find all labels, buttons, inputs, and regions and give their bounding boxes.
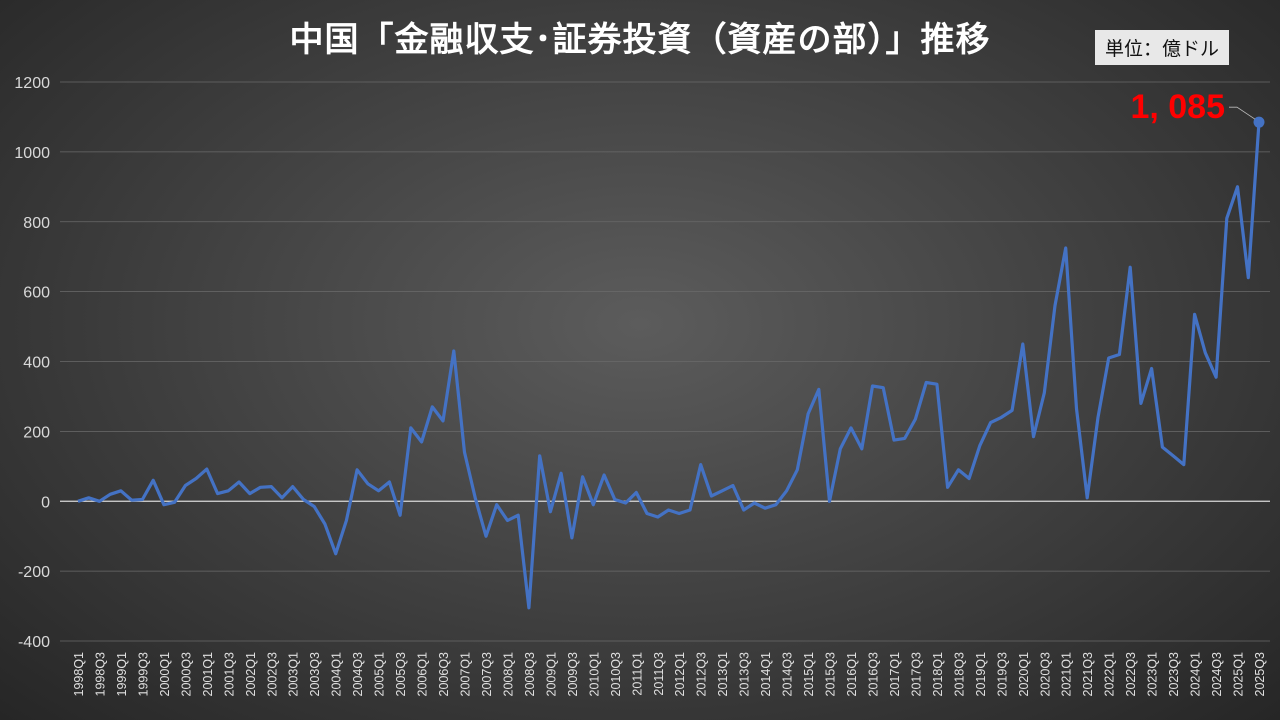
x-tick-label: 2025Q1 (1232, 652, 1246, 697)
x-tick-label: 1999Q1 (115, 652, 129, 697)
x-tick-label: 2009Q3 (566, 652, 580, 697)
y-tick-label: 0 (41, 494, 50, 511)
x-tick-label: 2008Q3 (523, 652, 537, 697)
x-tick-label: 1999Q3 (136, 652, 150, 697)
x-tick-label: 2004Q3 (351, 652, 365, 697)
x-tick-label: 2002Q1 (244, 652, 258, 697)
x-tick-label: 2017Q1 (888, 652, 902, 697)
unit-label: 単位：億ドル (1095, 30, 1230, 65)
x-tick-label: 2003Q1 (287, 652, 301, 697)
y-tick-label: 1000 (14, 145, 50, 162)
x-tick-label: 2004Q1 (330, 652, 344, 697)
x-tick-label: 2001Q3 (222, 652, 236, 697)
x-tick-label: 2023Q3 (1167, 652, 1181, 697)
x-tick-label: 2005Q3 (394, 652, 408, 697)
x-tick-label: 2021Q1 (1060, 652, 1074, 697)
y-tick-label: 800 (23, 215, 50, 232)
x-tick-label: 2023Q1 (1146, 652, 1160, 697)
x-tick-label: 2021Q3 (1081, 652, 1095, 697)
x-tick-label: 2014Q1 (759, 652, 773, 697)
x-tick-label: 2001Q1 (201, 652, 215, 697)
y-tick-label: -400 (18, 634, 50, 651)
x-tick-label: 2006Q1 (416, 652, 430, 697)
x-tick-label: 2016Q1 (845, 652, 859, 697)
data-label-latest: 1, 085 (1130, 88, 1225, 126)
y-tick-label: 1200 (14, 75, 50, 92)
x-tick-label: 2015Q1 (802, 652, 816, 697)
x-tick-label: 2022Q3 (1124, 652, 1138, 697)
x-tick-label: 2006Q3 (437, 652, 451, 697)
x-tick-label: 2020Q1 (1017, 652, 1031, 697)
chart-title: 中国「金融収支･証券投資（資産の部）」推移 (289, 20, 991, 60)
x-tick-label: 2016Q3 (866, 652, 880, 697)
x-tick-label: 2009Q1 (544, 652, 558, 697)
x-tick-label: 2002Q3 (265, 652, 279, 697)
x-tick-label: 2005Q1 (373, 652, 387, 697)
y-tick-label: 200 (23, 424, 50, 441)
y-tick-label: 600 (23, 285, 50, 302)
x-tick-label: 2012Q3 (695, 652, 709, 697)
x-tick-label: 2012Q1 (673, 652, 687, 697)
x-tick-label: 2010Q1 (587, 652, 601, 697)
data-point (1253, 116, 1265, 128)
x-tick-label: 2024Q3 (1210, 652, 1224, 697)
x-tick-label: 2019Q1 (974, 652, 988, 697)
x-tick-label: 2025Q3 (1253, 652, 1267, 697)
x-tick-label: 2000Q1 (158, 652, 172, 697)
x-tick-label: 2011Q3 (652, 652, 666, 696)
x-tick-label: 2003Q3 (308, 652, 322, 697)
x-tick-label: 2019Q3 (995, 652, 1009, 697)
x-tick-label: 2007Q1 (459, 652, 473, 697)
x-tick-label: 1998Q3 (93, 652, 107, 697)
x-tick-label: 2008Q1 (501, 652, 515, 697)
y-tick-label: -200 (18, 564, 50, 581)
x-tick-label: 2024Q1 (1189, 652, 1203, 697)
x-tick-label: 2013Q1 (716, 652, 730, 697)
x-tick-label: 2020Q3 (1038, 652, 1052, 697)
x-tick-label: 1998Q1 (72, 652, 86, 697)
y-tick-label: 400 (23, 355, 50, 372)
x-tick-label: 2022Q1 (1103, 652, 1117, 697)
x-tick-label: 2011Q1 (630, 652, 644, 696)
x-tick-label: 2013Q3 (738, 652, 752, 697)
x-tick-label: 2018Q1 (931, 652, 945, 697)
x-tick-label: 2018Q3 (952, 652, 966, 697)
annotation-leader-line (1229, 106, 1256, 120)
x-tick-label: 2000Q3 (179, 652, 193, 697)
x-tick-label: 2007Q3 (480, 652, 494, 697)
x-tick-label: 2014Q3 (781, 652, 795, 697)
x-tick-label: 2015Q3 (824, 652, 838, 697)
x-tick-label: 2010Q3 (609, 652, 623, 697)
data-series-line (77, 122, 1261, 610)
x-tick-label: 2017Q3 (909, 652, 923, 697)
